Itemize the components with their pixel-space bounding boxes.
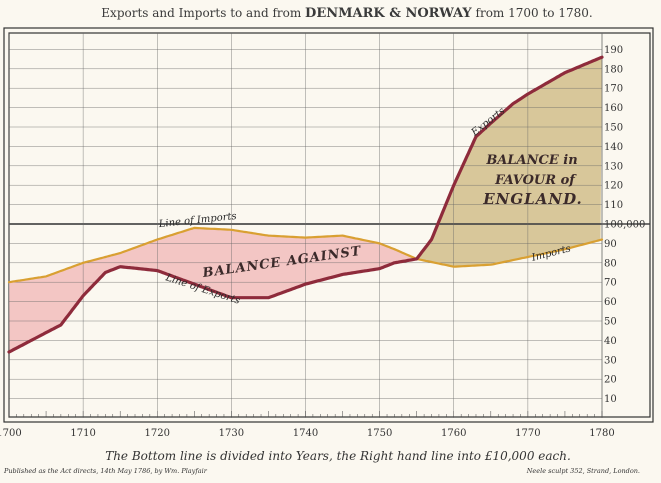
chart-title-suffix: from 1700 to 1780. [476,6,593,20]
y-tick-label: 190 [604,45,623,56]
chart-title-prefix: Exports and Imports to and from [101,6,302,20]
y-tick-label: 120 [604,181,623,192]
footer-main: The Bottom line is divided into Years, t… [105,449,571,463]
y-tick-label: 110 [604,200,623,211]
y-tick-label: 70 [604,278,617,289]
y-tick-label: 10 [604,394,617,405]
y-tick-label: 150 [604,123,623,134]
chart-title: Exports and Imports to and from DENMARK … [101,6,592,21]
y-tick-label: 60 [604,297,617,308]
y-tick-label: 140 [604,142,623,153]
exports-line [7,55,604,354]
x-tick-label: 1710 [70,428,95,439]
y-tick-label: 130 [604,161,623,172]
balance-favour-label-3: ENGLAND. [482,190,583,208]
x-tick-label: 1700 [0,428,22,439]
y-tick-label: 100,000 [604,220,645,231]
footer-left: Published as the Act directs, 14th May 1… [3,467,208,475]
x-tick-label: 1730 [219,428,244,439]
outer-frame [3,27,654,423]
y-tick-label: 80 [604,258,617,269]
x-tick-label: 1740 [293,428,318,439]
x-tick-label: 1770 [515,428,540,439]
footer-right: Neele sculpt 352, Strand, London. [526,467,640,475]
y-tick-label: 160 [604,103,623,114]
balance-favour-label-1: BALANCE in [485,153,577,168]
chart-title-main: DENMARK & NORWAY [305,6,472,21]
balance-favour-area [417,57,602,267]
y-tick-label: 170 [604,84,623,95]
x-tick-label: 1780 [589,428,614,439]
balance-favour-label-2: FAVOUR of [494,173,577,188]
x-tick-label: 1760 [441,428,466,439]
y-tick-label: 40 [604,336,617,347]
x-tick-label: 1720 [145,428,170,439]
y-tick-label: 180 [604,64,623,75]
y-tick-label: 30 [604,355,617,366]
y-tick-label: 90 [604,239,617,250]
y-tick-label: 20 [604,375,617,386]
x-tick-label: 1750 [367,428,392,439]
imports-line [7,226,604,284]
y-tick-label: 50 [604,317,617,328]
